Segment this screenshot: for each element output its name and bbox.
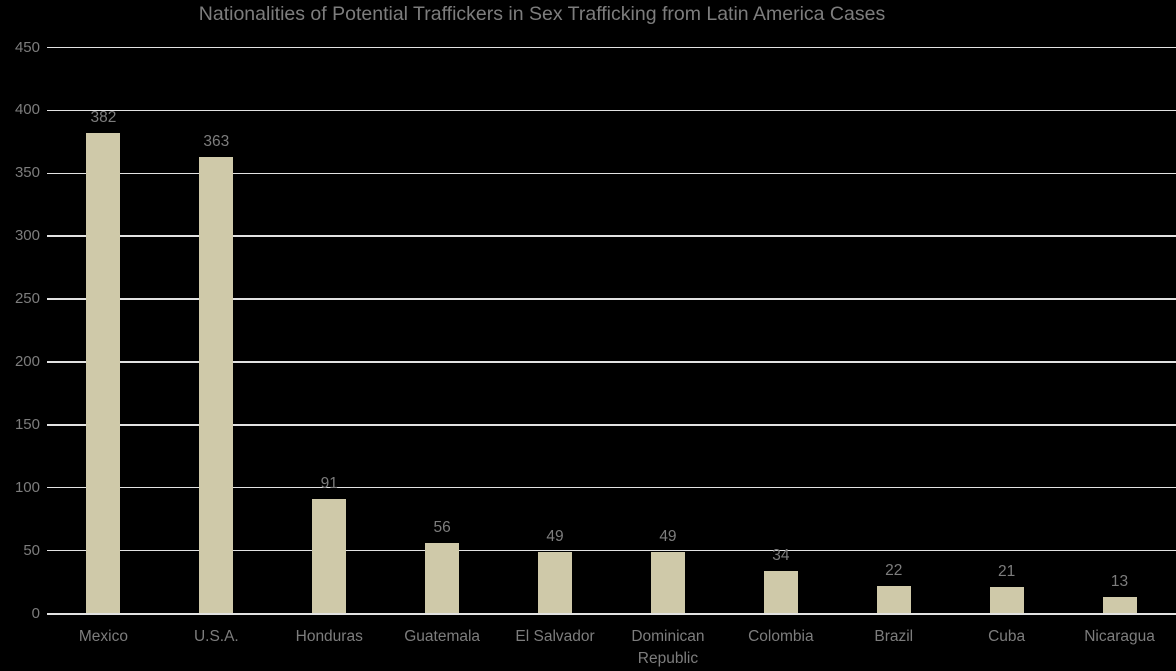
- bar-value-label: 56: [433, 519, 451, 537]
- x-axis-category-label: Cuba: [988, 628, 1026, 645]
- gridline: [47, 109, 1176, 112]
- y-axis-tick-label: 300: [14, 227, 40, 245]
- gridline: [47, 424, 1176, 426]
- bar: [86, 133, 121, 614]
- x-axis-category-label: Mexico: [78, 628, 128, 645]
- gridline: [47, 172, 1176, 174]
- x-axis-category-label: Honduras: [295, 628, 363, 645]
- bar-value-label: 13: [1110, 573, 1129, 591]
- bar-value-label: 91: [320, 475, 338, 493]
- gridline: [47, 487, 1176, 489]
- x-axis-category-label: Dominican Republic: [631, 628, 705, 667]
- gridline: [47, 549, 1176, 552]
- bar: [876, 585, 911, 614]
- bar: [312, 499, 347, 614]
- y-axis-tick-label: 450: [14, 38, 40, 56]
- bar: [199, 156, 234, 614]
- y-axis-tick-label: 150: [14, 415, 40, 433]
- gridline: [47, 298, 1176, 300]
- y-axis-tick-label: 350: [14, 164, 40, 182]
- bar: [425, 543, 460, 614]
- gridline: [47, 235, 1176, 237]
- bar: [1102, 597, 1137, 614]
- bar: [989, 587, 1024, 614]
- bar-value-label: 34: [772, 546, 790, 564]
- x-axis-line: [47, 612, 1176, 615]
- x-axis-category-label: Guatemala: [404, 628, 481, 645]
- bar-value-label: 382: [90, 109, 117, 127]
- bar-value-label: 49: [659, 527, 677, 545]
- bar-value-label: 363: [203, 132, 230, 150]
- gridline: [47, 361, 1176, 363]
- bar: [763, 570, 798, 614]
- chart-title: Nationalities of Potential Traffickers i…: [198, 3, 886, 25]
- x-axis-category-label: Colombia: [748, 628, 814, 645]
- y-axis-tick-label: 100: [14, 478, 40, 496]
- bar: [538, 551, 573, 614]
- y-axis-tick-label: 0: [31, 604, 40, 622]
- x-axis-category-label: El Salvador: [515, 628, 595, 645]
- bar-value-label: 49: [546, 527, 564, 545]
- bar-value-label: 22: [885, 561, 903, 579]
- x-axis-category-label: Brazil: [874, 628, 914, 645]
- gridline: [47, 46, 1176, 49]
- y-axis-tick-label: 200: [14, 352, 40, 370]
- y-axis-tick-label: 50: [23, 541, 40, 559]
- x-axis-category-label: Nicaragua: [1084, 628, 1155, 645]
- bar-value-label: 21: [998, 563, 1016, 581]
- x-axis-category-label: U.S.A.: [193, 628, 239, 645]
- bar: [650, 551, 685, 614]
- y-axis-tick-label: 250: [14, 290, 40, 308]
- y-axis-tick-label: 400: [14, 101, 40, 119]
